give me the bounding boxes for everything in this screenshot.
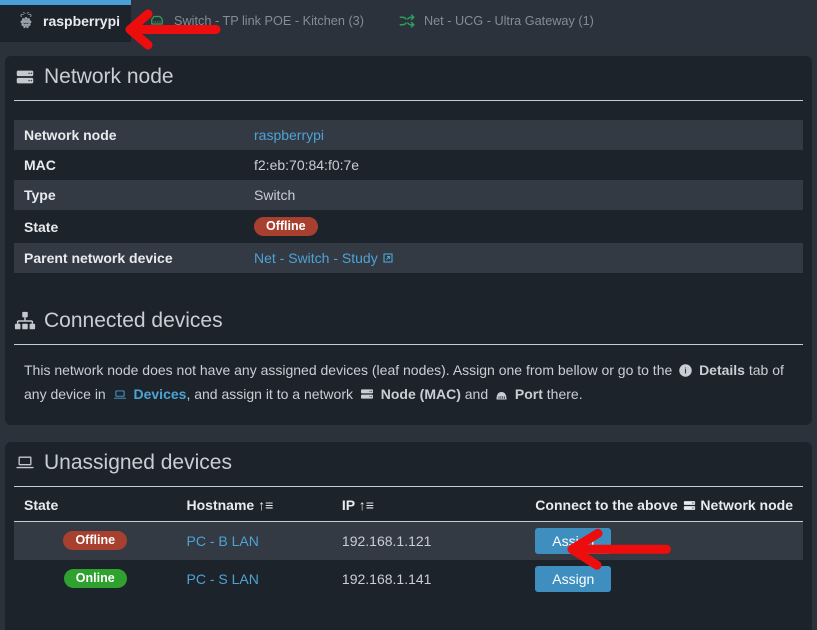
svg-text:i: i: [685, 366, 687, 375]
